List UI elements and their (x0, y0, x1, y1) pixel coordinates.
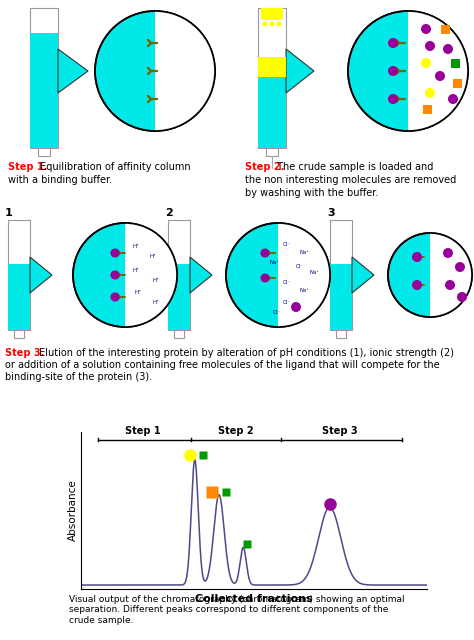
Circle shape (425, 88, 435, 98)
Bar (168, 220, 190, 330)
Circle shape (448, 94, 458, 104)
Text: H⁺: H⁺ (133, 244, 140, 250)
Wedge shape (155, 11, 215, 131)
Bar (330, 264, 352, 330)
Text: Cl⁻: Cl⁻ (283, 301, 291, 305)
Text: or addition of a solution containing free molecules of the ligand that will comp: or addition of a solution containing fre… (5, 360, 439, 370)
Text: Cl⁻: Cl⁻ (283, 280, 291, 285)
Bar (258, 8, 286, 148)
Text: by washing with the buffer.: by washing with the buffer. (245, 188, 378, 198)
Text: Na⁺: Na⁺ (300, 250, 310, 255)
Wedge shape (125, 223, 177, 327)
Circle shape (388, 233, 472, 317)
Text: 2: 2 (165, 208, 173, 218)
Text: Step 3: Step 3 (322, 426, 358, 436)
Text: Cl⁻: Cl⁻ (296, 264, 304, 269)
Circle shape (95, 11, 215, 131)
Text: Step 1: Step 1 (125, 426, 161, 436)
Circle shape (276, 22, 282, 26)
Text: Step 1.: Step 1. (8, 162, 47, 172)
Bar (336, 330, 346, 338)
Text: Cl⁻: Cl⁻ (283, 243, 291, 248)
Text: H⁺: H⁺ (135, 291, 142, 296)
Bar (454, 79, 463, 88)
Circle shape (110, 292, 119, 301)
Circle shape (388, 66, 398, 76)
Circle shape (425, 41, 435, 51)
Bar (14, 330, 24, 338)
Text: Step 2: Step 2 (219, 426, 254, 436)
Wedge shape (408, 11, 468, 131)
Circle shape (435, 71, 445, 81)
Circle shape (348, 11, 468, 131)
Text: Na⁺: Na⁺ (310, 271, 320, 275)
Bar (258, 57, 286, 77)
Circle shape (261, 273, 270, 282)
Polygon shape (286, 49, 314, 93)
Polygon shape (30, 257, 52, 293)
Circle shape (291, 302, 301, 312)
Text: Visual output of the chromatography (chromatogram) showing an optimal
separation: Visual output of the chromatography (chr… (69, 595, 405, 625)
Circle shape (270, 22, 274, 26)
Circle shape (263, 22, 267, 26)
Bar (441, 24, 450, 33)
Text: H⁺: H⁺ (153, 301, 160, 305)
Circle shape (412, 280, 422, 290)
Text: 3: 3 (327, 208, 335, 218)
Circle shape (110, 248, 119, 257)
Text: Step 2.: Step 2. (245, 162, 284, 172)
Bar (8, 264, 30, 330)
Y-axis label: Absorbance: Absorbance (68, 479, 78, 541)
Bar (30, 8, 58, 148)
Circle shape (388, 94, 398, 104)
Bar (168, 264, 190, 330)
Circle shape (443, 248, 453, 258)
Text: Step 3.: Step 3. (5, 348, 45, 358)
Circle shape (445, 280, 455, 290)
Bar (452, 58, 461, 67)
Bar (266, 148, 278, 156)
Text: Na⁺: Na⁺ (270, 260, 280, 266)
Text: Elution of the interesting protein by alteration of pH conditions (1), ionic str: Elution of the interesting protein by al… (36, 348, 454, 358)
Bar (423, 104, 432, 113)
Circle shape (261, 248, 270, 257)
Text: H⁺: H⁺ (133, 268, 140, 273)
Text: The crude sample is loaded and: The crude sample is loaded and (274, 162, 433, 172)
Circle shape (226, 223, 330, 327)
Bar (8, 220, 30, 330)
Bar (30, 33, 58, 148)
Text: Cl⁻: Cl⁻ (273, 310, 281, 316)
Bar (258, 57, 286, 148)
Text: 1: 1 (5, 208, 13, 218)
Circle shape (110, 271, 119, 280)
Text: Na⁺: Na⁺ (300, 289, 310, 294)
Polygon shape (58, 49, 88, 93)
Text: H⁺: H⁺ (150, 255, 157, 259)
Circle shape (73, 223, 177, 327)
Circle shape (421, 58, 431, 68)
Polygon shape (352, 257, 374, 293)
Wedge shape (278, 223, 330, 327)
Polygon shape (190, 257, 212, 293)
X-axis label: Collected fractions: Collected fractions (195, 595, 312, 604)
Text: the non interesting molecules are removed: the non interesting molecules are remove… (245, 175, 456, 185)
Circle shape (443, 44, 453, 54)
Circle shape (412, 252, 422, 262)
Bar (174, 330, 184, 338)
Circle shape (388, 38, 398, 48)
Circle shape (455, 262, 465, 272)
Text: H⁺: H⁺ (153, 278, 160, 282)
Circle shape (421, 24, 431, 34)
Bar (330, 220, 352, 330)
Text: Equilibration of affinity column: Equilibration of affinity column (37, 162, 191, 172)
Bar (261, 8, 283, 20)
Wedge shape (430, 233, 472, 317)
Text: with a binding buffer.: with a binding buffer. (8, 175, 112, 185)
Bar (38, 148, 50, 156)
Circle shape (457, 292, 467, 302)
Text: binding-site of the protein (3).: binding-site of the protein (3). (5, 372, 152, 382)
